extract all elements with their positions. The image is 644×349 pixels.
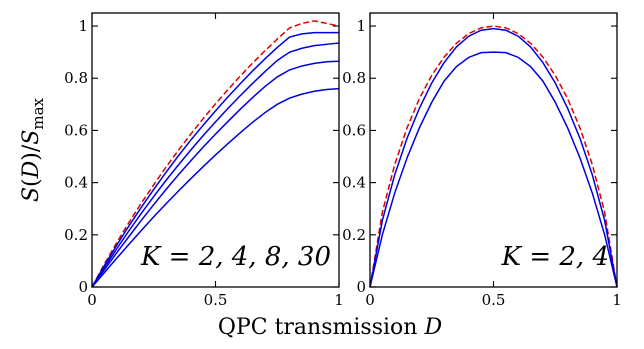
y-tick-label-1-0: 0 [356,278,366,296]
x-tick-label-0-2: 1 [334,291,344,309]
solid-curve-0-1 [91,31,339,288]
solid-curve-0-4 [91,87,340,288]
y-tick-label-0-3: 0.6 [64,121,88,139]
y-axis-label: S(D)/Smax [19,97,47,202]
dashed-curve-1-0 [369,25,618,288]
solid-curve-0-3 [91,60,340,288]
x-tick-label-0-0: 0 [87,291,97,309]
y-tick-label-1-4: 0.8 [342,69,366,87]
y-tick-label-1-3: 0.6 [342,121,366,139]
x-tick-label-1-1: 0.5 [482,291,506,309]
y-tick-label-0-2: 0.4 [64,174,88,192]
left-panel: 0 0.5 1 0 0.2 0.4 0.6 0.8 1 K = 2, 4, 8, 30 [64,12,344,309]
x-tick-label-0-1: 0.5 [204,291,228,309]
x-axis-label: QPC transmission D [218,315,443,340]
solid-curve-0-2 [91,42,340,288]
solid-curve-1-2 [369,51,618,288]
y-tick-label-0-1: 0.2 [64,226,88,244]
annotation-1: K = 2, 4 [501,242,609,272]
x-tick-label-1-2: 1 [612,291,622,309]
x-tick-label-1-0: 0 [365,291,375,309]
y-tick-label-0-5: 1 [78,17,88,35]
y-tick-label-0-4: 0.8 [64,69,88,87]
y-tick-label-0-0: 0 [78,278,88,296]
annotation-0: K = 2, 4, 8, 30 [140,242,331,272]
y-tick-label-1-2: 0.4 [342,174,366,192]
y-tick-label-1-5: 1 [356,17,366,35]
dashed-curve-0-0 [91,20,340,288]
y-tick-label-1-1: 0.2 [342,226,366,244]
right-panel: 0 0.5 1 0 0.2 0.4 0.6 0.8 1 K = 2, 4 [342,12,622,309]
solid-curve-1-1 [369,27,618,288]
